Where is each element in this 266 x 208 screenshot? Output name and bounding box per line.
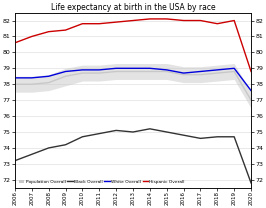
Title: Life expectancy at birth in the USA by race: Life expectancy at birth in the USA by r… — [51, 3, 215, 12]
Legend: Population Overall, Black Overall, White Overall, Hispanic Overall: Population Overall, Black Overall, White… — [17, 178, 187, 186]
